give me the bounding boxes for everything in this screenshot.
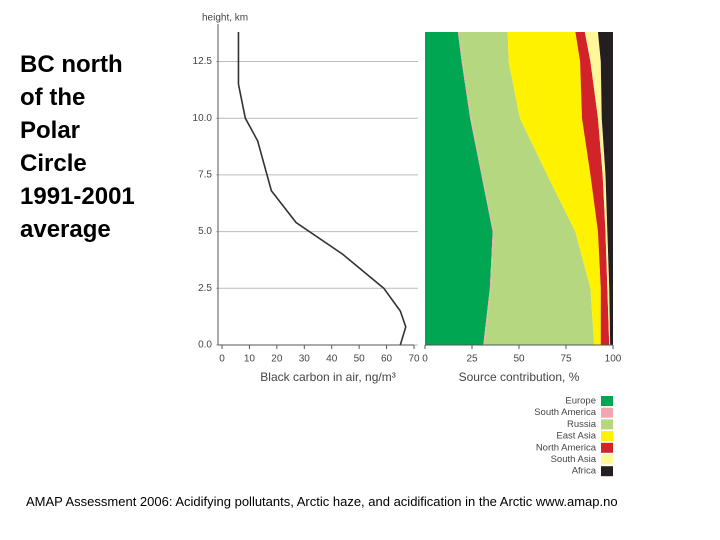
- x-tick-label: 100: [605, 354, 622, 365]
- profile-line: [237, 32, 407, 346]
- x-tick-label: 10: [244, 354, 256, 365]
- area: [584, 32, 611, 345]
- x-tick-label: 60: [381, 354, 393, 365]
- y-tick-label: 5.0: [198, 226, 212, 237]
- legend-swatch: [601, 396, 613, 406]
- y-tick-label: 7.5: [198, 170, 212, 181]
- legend-swatch: [601, 419, 613, 430]
- legend-label: Russia: [567, 419, 597, 430]
- legend-label: North America: [536, 442, 597, 453]
- slide-title: BC north of the Polar Circle 1991-2001 a…: [20, 51, 135, 243]
- area: [425, 32, 493, 345]
- y-axis-label: height, km: [202, 13, 248, 24]
- legend-label: South Asia: [551, 454, 597, 465]
- x-tick-label: 75: [560, 354, 572, 365]
- area: [507, 32, 601, 345]
- x-tick-label: 20: [271, 354, 283, 365]
- x-tick-label: 25: [466, 354, 478, 365]
- x-tick-label: 0: [219, 354, 225, 365]
- x-tick-label: 50: [354, 354, 366, 365]
- footer: AMAP Assessment 2006: Acidifying polluta…: [26, 494, 618, 509]
- legend-swatch: [601, 407, 613, 418]
- x-axis-label: Source contribution, %: [459, 370, 580, 384]
- y-tick-label: 12.5: [193, 56, 213, 67]
- y-tick-label: 10.0: [193, 113, 213, 124]
- legend-swatch: [601, 442, 613, 453]
- legend-label: South America: [534, 407, 596, 418]
- y-tick-label: 2.5: [198, 283, 212, 294]
- legend-label: Africa: [572, 466, 597, 477]
- legend-swatch: [601, 454, 613, 465]
- legend-label: East Asia: [556, 431, 596, 442]
- x-tick-label: 0: [422, 354, 428, 365]
- area: [575, 32, 610, 345]
- x-axis-label: Black carbon in air, ng/m³: [260, 370, 395, 384]
- area: [458, 32, 595, 345]
- legend-label: Europe: [565, 396, 596, 407]
- x-tick-label: 30: [299, 354, 311, 365]
- legend-swatch: [601, 466, 613, 477]
- legend-swatch: [601, 431, 613, 442]
- x-tick-label: 40: [326, 354, 338, 365]
- area: [597, 32, 613, 345]
- x-tick-label: 50: [513, 354, 525, 365]
- y-tick-label: 0.0: [198, 340, 212, 351]
- x-tick-label: 70: [408, 354, 420, 365]
